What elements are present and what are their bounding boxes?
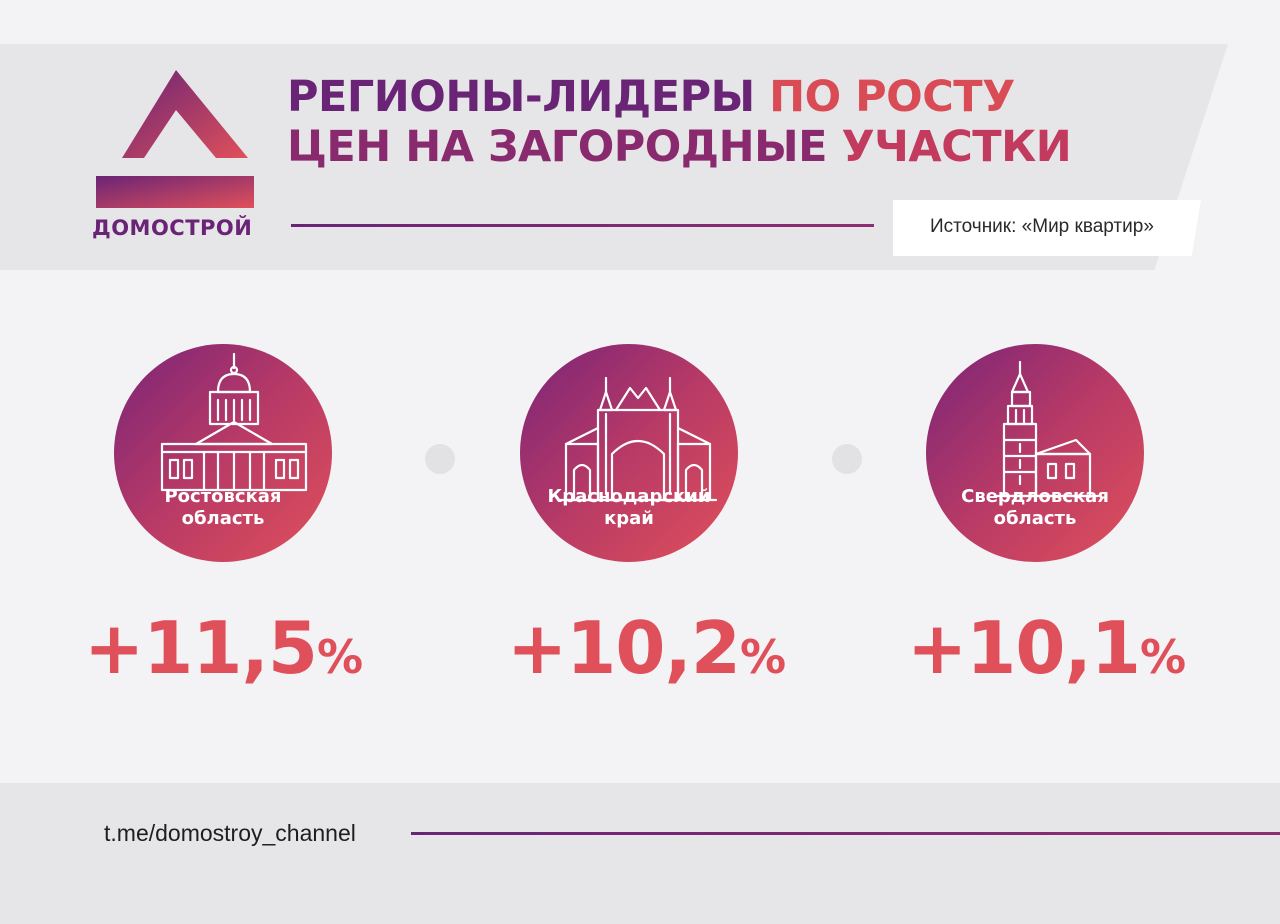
arch-gate-icon [558,376,718,502]
region-circle-krasnodar: Краснодарский край [520,344,738,562]
region-label: Краснодарский край [547,486,711,529]
region-value-sverdlovsk: +10,1% [886,606,1206,690]
footer-divider [411,832,1280,835]
value-percent: % [1139,630,1186,684]
source-box [893,200,1201,256]
region-value-krasnodar: +10,2% [486,606,806,690]
channel-link[interactable]: t.me/domostroy_channel [104,820,356,846]
source-text: Источник: «Мир квартир» [930,216,1154,237]
value-number: +11,5 [83,606,318,690]
page-title: РЕГИОНЫ-ЛИДЕРЫ ПО РОСТУ ЦЕН НА ЗАГОРОДНЫ… [287,72,1207,172]
title-line1-part1: РЕГИОНЫ-ЛИДЕРЫ [287,72,755,122]
brand-logo: ДОМОСТРОЙ [88,66,264,244]
value-number: +10,1 [906,606,1141,690]
separator-dot [425,444,455,474]
region-label: Свердловская область [961,486,1109,529]
title-line2-part1: ЦЕН НА ЗАГОРОДНЫЕ [287,122,828,172]
title-line2-part2: УЧАСТКИ [841,122,1072,172]
region-circle-sverdlovsk: Свердловская область [926,344,1144,562]
title-line1-part2: ПО РОСТУ [769,72,1015,122]
cathedral-icon [160,352,308,492]
leaning-tower-icon [994,360,1100,498]
value-percent: % [739,630,786,684]
region-value-rostov: +11,5% [63,606,383,690]
value-number: +10,2 [506,606,741,690]
value-percent: % [316,630,363,684]
region-label: Ростовская область [164,486,282,529]
title-divider [291,224,874,227]
separator-dot [832,444,862,474]
region-circle-rostov: Ростовская область [114,344,332,562]
footer-band [0,783,1280,924]
brand-name: ДОМОСТРОЙ [92,216,253,240]
